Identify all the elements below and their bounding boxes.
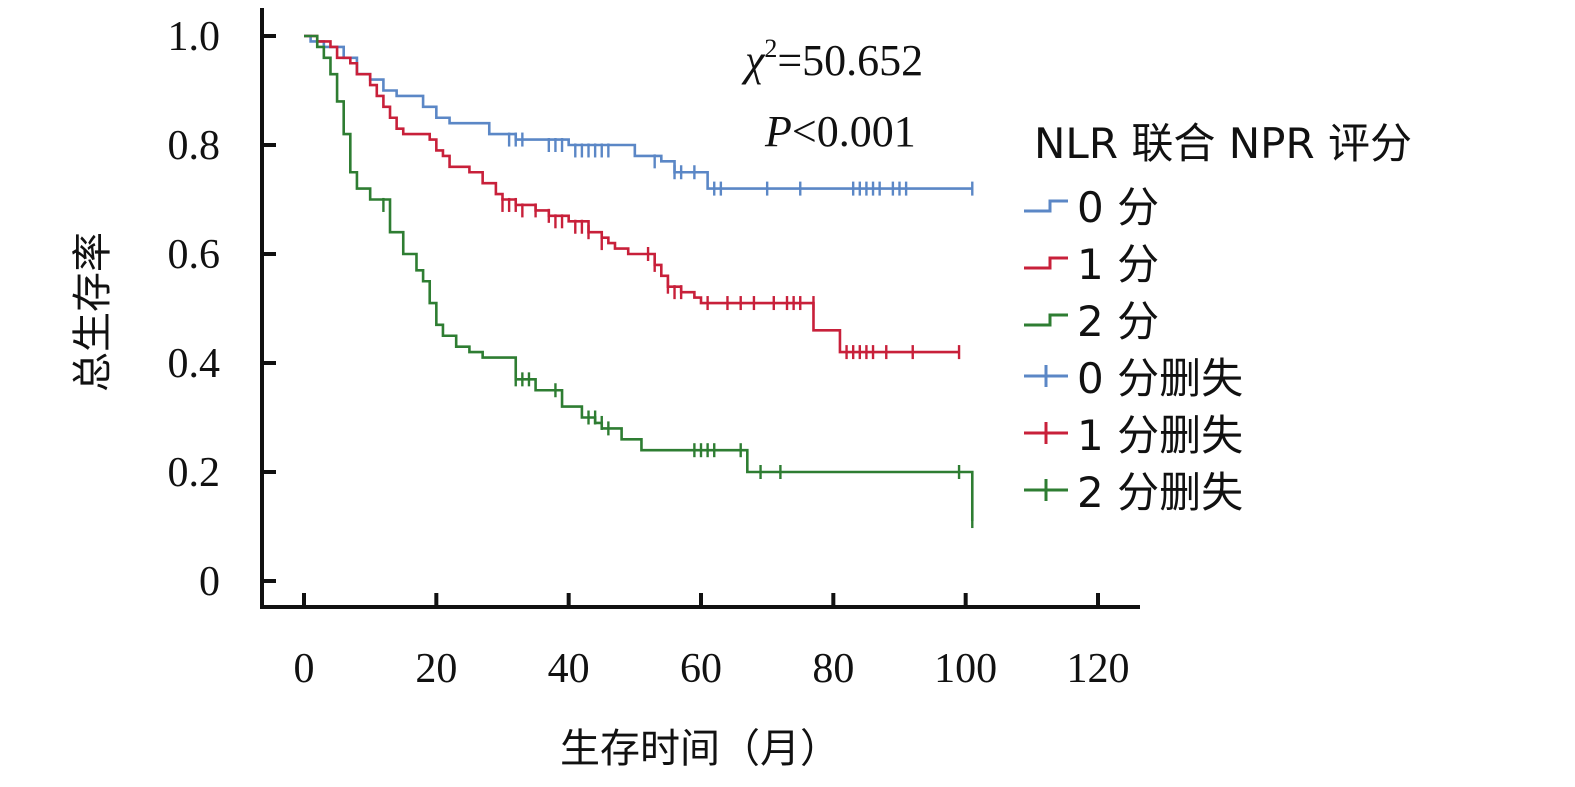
survival-curves — [304, 34, 974, 529]
x-tick-label: 60 — [680, 646, 722, 692]
legend-step-swatch — [1024, 199, 1068, 213]
legend-item: 0 分 — [1024, 183, 1159, 232]
x-axis-label: 生存时间（月） — [560, 726, 840, 772]
x-ticks: 0 20 40 60 80 100 120 — [294, 593, 1130, 692]
x-tick-label: 120 — [1067, 646, 1130, 692]
stats-annotation: χ2=50.652 P<0.001 — [741, 34, 923, 156]
series-0 — [304, 34, 974, 196]
y-tick-label: 0 — [199, 559, 220, 605]
legend-label: 1 分 — [1077, 240, 1159, 289]
axes — [260, 8, 1140, 609]
x-tick-label: 80 — [812, 646, 854, 692]
chi-value: =50.652 — [777, 36, 923, 85]
legend-step-swatch — [1024, 313, 1068, 327]
x-tick-label: 100 — [934, 646, 997, 692]
legend-label: 2 分 — [1077, 297, 1159, 346]
legend-label: 2 分删失 — [1077, 468, 1243, 517]
legend-label: 1 分删失 — [1077, 411, 1243, 460]
y-tick-label: 0.2 — [168, 450, 221, 496]
legend-title: NLR 联合 NPR 评分 — [1034, 119, 1412, 168]
p-value-text: P<0.001 — [764, 107, 916, 156]
x-tick-label: 20 — [415, 646, 457, 692]
legend-item: 2 分 — [1024, 297, 1159, 346]
y-ticks: 0 0.2 0.4 0.6 0.8 1.0 — [168, 14, 276, 605]
y-tick-label: 0.6 — [168, 232, 221, 278]
series-line — [304, 34, 974, 522]
legend-label: 0 分 — [1077, 183, 1159, 232]
series-2 — [304, 34, 974, 529]
x-tick-label: 40 — [548, 646, 590, 692]
legend-label: 0 分删失 — [1077, 354, 1243, 403]
y-tick-label: 0.4 — [168, 341, 221, 387]
chi-square-text: χ2=50.652 — [741, 34, 923, 85]
series-line — [304, 34, 960, 354]
legend: NLR 联合 NPR 评分 0 分 1 分 2 分 0 分删失 1 分删失 2 分删失 — [1024, 119, 1412, 517]
p-symbol: P — [764, 107, 792, 156]
legend-item: 0 分删失 — [1024, 354, 1243, 403]
y-tick-label: 0.8 — [168, 123, 221, 169]
p-value: <0.001 — [792, 107, 916, 156]
legend-item: 1 分 — [1024, 240, 1159, 289]
y-tick-label: 1.0 — [168, 14, 221, 60]
series-line — [304, 34, 973, 190]
chi-symbol: χ — [741, 36, 766, 85]
series-1 — [304, 34, 961, 360]
y-axis-label: 总生存率 — [70, 232, 116, 392]
x-tick-label: 0 — [294, 646, 315, 692]
legend-item: 1 分删失 — [1024, 411, 1243, 460]
legend-entries: 0 分 1 分 2 分 0 分删失 1 分删失 2 分删失 — [1024, 183, 1243, 517]
chi-superscript: 2 — [764, 34, 777, 63]
legend-step-swatch — [1024, 256, 1068, 270]
legend-item: 2 分删失 — [1024, 468, 1243, 517]
